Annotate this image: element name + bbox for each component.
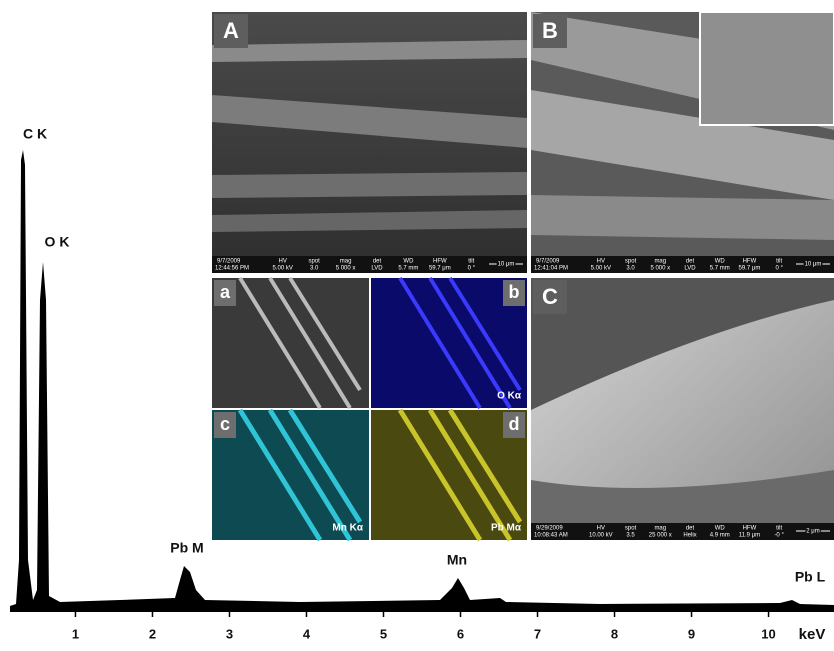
info-field-value: 5.7 mm	[398, 266, 418, 272]
map-element-label: Pb Mα	[491, 523, 522, 534]
info-field-value: 10.00 kV	[589, 533, 613, 539]
map-element-label: O Kα	[497, 391, 522, 402]
info-field-name: mag	[654, 526, 666, 532]
x-tick-label: 8	[611, 626, 618, 641]
info-field-value: 25 000 x	[649, 533, 672, 539]
info-field-value: 59.7 μm	[739, 266, 761, 272]
info-field-value: 3.0	[310, 266, 319, 272]
figure: 12345678910keVC KO KPb MMnPb LA9/7/20091…	[0, 0, 834, 646]
info-field-name: WD	[403, 259, 414, 265]
map-element-label: Mn Kα	[332, 523, 363, 534]
info-field-name: tilt	[468, 259, 474, 265]
info-field-value: Helix	[683, 533, 696, 539]
info-bar	[531, 256, 834, 273]
info-bar	[212, 256, 527, 273]
scale-label: 2 μm	[806, 529, 819, 535]
map-letter: b	[509, 282, 520, 302]
info-field-value: -0 °	[774, 533, 784, 539]
info-field-name: HV	[597, 259, 605, 265]
x-tick-label: 7	[534, 626, 541, 641]
info-field-value: 5.7 mm	[710, 266, 730, 272]
map-letter: a	[220, 282, 231, 302]
info-field-name: WD	[715, 259, 726, 265]
peak-label: Pb M	[170, 540, 203, 556]
sem-image-c	[531, 278, 834, 540]
sem-image-a	[212, 12, 527, 273]
map-letter: d	[509, 414, 520, 434]
info-field-value: 3.5	[626, 533, 635, 539]
info-time: 12:41:04 PM	[534, 266, 568, 272]
info-date: 9/7/2009	[217, 259, 241, 265]
info-field-name: tilt	[776, 526, 782, 532]
info-field-name: det	[686, 526, 695, 532]
peak-label: Pb L	[795, 569, 826, 585]
info-field-name: det	[686, 259, 695, 265]
peak-label: Mn	[447, 552, 467, 568]
info-field-value: LVD	[371, 266, 383, 272]
info-field-name: HV	[279, 259, 287, 265]
x-tick-label: 4	[303, 626, 311, 641]
info-field-name: WD	[715, 526, 726, 532]
scale-label: 10 μm	[805, 262, 822, 268]
panel-letter: C	[542, 284, 558, 309]
sem-image-b	[531, 12, 834, 273]
info-field-name: HFW	[743, 259, 757, 265]
info-field-name: det	[373, 259, 382, 265]
info-field-value: 5.00 kV	[591, 266, 611, 272]
info-field-value: 5 000 x	[650, 266, 670, 272]
x-tick-label: 10	[761, 626, 775, 641]
x-axis	[10, 607, 834, 612]
x-tick-label: 5	[380, 626, 387, 641]
x-axis-label: keV	[799, 626, 826, 643]
x-tick-label: 2	[149, 626, 156, 641]
panel-letter: A	[223, 18, 239, 43]
info-field-value: 11.9 μm	[739, 533, 760, 539]
info-time: 12:44:56 PM	[215, 266, 249, 272]
panel-letter: B	[542, 18, 558, 43]
info-date: 9/7/2009	[536, 259, 560, 265]
x-tick-label: 1	[72, 626, 79, 641]
info-date: 9/29/2009	[536, 526, 563, 532]
info-field-name: spot	[625, 526, 637, 532]
info-time: 10:08:43 AM	[534, 533, 568, 539]
info-field-value: 59.7 μm	[429, 266, 451, 272]
page: {"spectrum":{"peak_labels":["C K","O K",…	[0, 0, 834, 646]
info-field-value: 3.0	[626, 266, 635, 272]
info-field-name: mag	[340, 259, 352, 265]
info-field-name: HFW	[743, 526, 757, 532]
info-field-value: LVD	[684, 266, 696, 272]
info-field-value: 4.9 mm	[710, 533, 730, 539]
info-field-name: HFW	[433, 259, 447, 265]
peak-label: C K	[23, 126, 47, 142]
scale-label: 10 μm	[498, 262, 515, 268]
x-tick-label: 3	[226, 626, 233, 641]
info-field-value: 5.00 kV	[273, 266, 293, 272]
info-field-value: 5 000 x	[336, 266, 356, 272]
map-letter: c	[220, 414, 230, 434]
peak-label: O K	[45, 234, 70, 250]
info-field-name: spot	[308, 259, 320, 265]
info-field-name: mag	[654, 259, 666, 265]
info-field-name: HV	[597, 526, 605, 532]
info-field-name: tilt	[776, 259, 782, 265]
info-field-name: spot	[625, 259, 637, 265]
info-field-value: 0 °	[775, 266, 783, 272]
x-tick-label: 9	[688, 626, 695, 641]
x-tick-label: 6	[457, 626, 464, 641]
info-field-value: 0 °	[468, 266, 476, 272]
